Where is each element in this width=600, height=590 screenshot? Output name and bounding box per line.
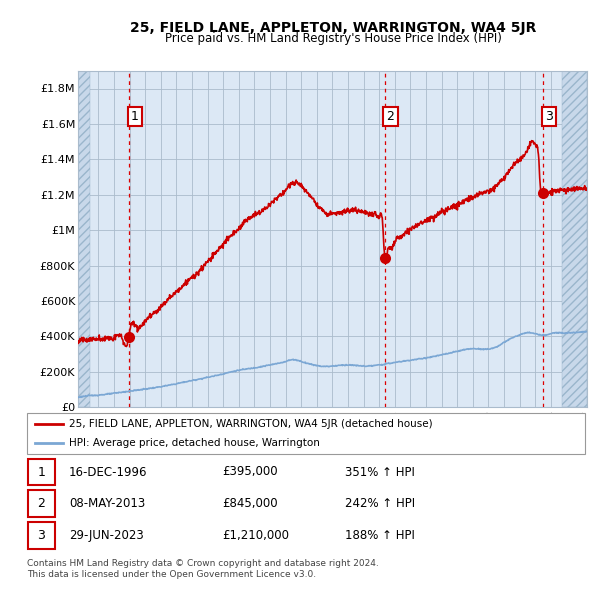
Text: 351% ↑ HPI: 351% ↑ HPI	[345, 466, 415, 478]
Text: 16-DEC-1996: 16-DEC-1996	[69, 466, 148, 478]
Text: 188% ↑ HPI: 188% ↑ HPI	[345, 529, 415, 542]
Text: 29-JUN-2023: 29-JUN-2023	[69, 529, 143, 542]
Text: 2: 2	[38, 497, 46, 510]
Text: 2: 2	[386, 110, 394, 123]
Text: 1: 1	[131, 110, 139, 123]
Text: 1: 1	[38, 466, 46, 478]
FancyBboxPatch shape	[27, 413, 585, 454]
Bar	[562, 71, 587, 407]
Text: This data is licensed under the Open Government Licence v3.0.: This data is licensed under the Open Gov…	[27, 571, 316, 579]
FancyBboxPatch shape	[28, 522, 55, 549]
Text: 08-MAY-2013: 08-MAY-2013	[69, 497, 145, 510]
Bar	[78, 71, 91, 407]
Text: HPI: Average price, detached house, Warrington: HPI: Average price, detached house, Warr…	[69, 438, 320, 448]
Text: 25, FIELD LANE, APPLETON, WARRINGTON, WA4 5JR (detached house): 25, FIELD LANE, APPLETON, WARRINGTON, WA…	[69, 419, 433, 429]
FancyBboxPatch shape	[28, 490, 55, 517]
Text: £1,210,000: £1,210,000	[222, 529, 289, 542]
Text: 242% ↑ HPI: 242% ↑ HPI	[345, 497, 415, 510]
Text: £845,000: £845,000	[222, 497, 278, 510]
Text: £395,000: £395,000	[222, 466, 278, 478]
Text: 3: 3	[545, 110, 553, 123]
Text: Contains HM Land Registry data © Crown copyright and database right 2024.: Contains HM Land Registry data © Crown c…	[27, 559, 379, 568]
Text: Price paid vs. HM Land Registry's House Price Index (HPI): Price paid vs. HM Land Registry's House …	[164, 32, 502, 45]
FancyBboxPatch shape	[28, 458, 55, 486]
Text: 3: 3	[38, 529, 46, 542]
Text: 25, FIELD LANE, APPLETON, WARRINGTON, WA4 5JR: 25, FIELD LANE, APPLETON, WARRINGTON, WA…	[130, 21, 536, 35]
